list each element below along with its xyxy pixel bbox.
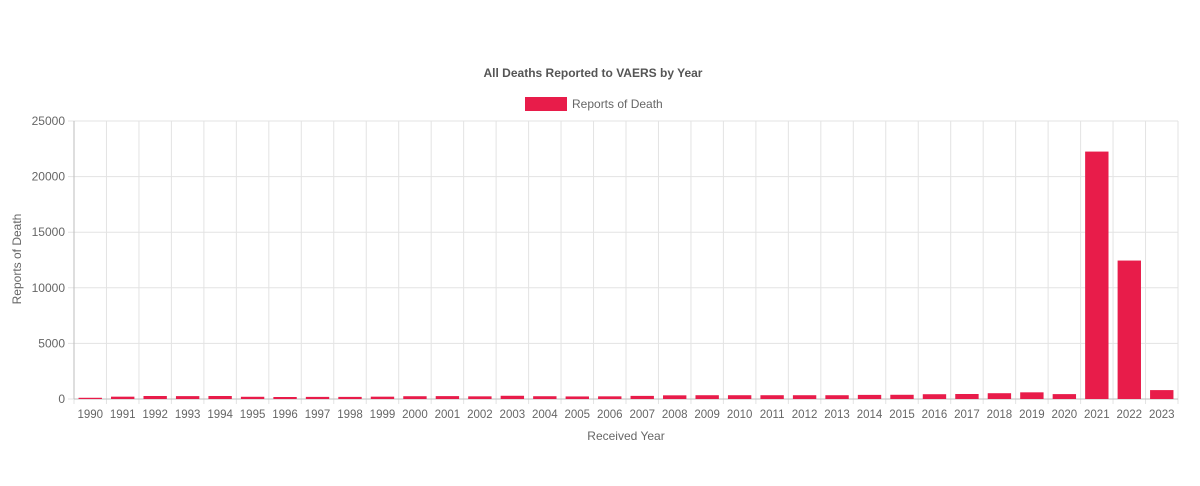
bar-1998[interactable] (338, 396, 362, 399)
bar-1991[interactable] (111, 396, 135, 399)
x-tick-label: 1995 (240, 409, 266, 421)
bar-2002[interactable] (468, 396, 492, 399)
x-tick-label: 2010 (727, 409, 753, 421)
bar-2010[interactable] (727, 395, 752, 399)
x-tick-label: 2004 (532, 409, 558, 421)
grid (68, 120, 1179, 404)
bar-2008[interactable] (663, 395, 687, 399)
x-tick-label: 1998 (337, 409, 363, 421)
x-tick-label: 2018 (987, 409, 1013, 421)
x-tick-label: 1994 (207, 409, 233, 421)
x-tick-label: 2020 (1052, 409, 1078, 421)
y-tick-label: 15000 (32, 225, 66, 239)
x-tick-label: 1999 (370, 409, 396, 421)
bar-1996[interactable] (273, 396, 297, 399)
x-tick-label: 1990 (77, 409, 103, 421)
y-tick-label: 10000 (32, 281, 66, 295)
x-tick-label: 2003 (500, 409, 526, 421)
bar-2019[interactable] (1020, 392, 1044, 399)
x-tick-label: 2001 (435, 409, 461, 421)
x-tick-label: 2005 (564, 409, 590, 421)
y-axis-title: Reports of Death (10, 214, 24, 305)
bar-2013[interactable] (825, 395, 849, 399)
bar-2003[interactable] (500, 395, 525, 399)
x-tick-label: 2007 (629, 409, 655, 421)
x-tick-label: 2023 (1149, 409, 1175, 421)
bar-1997[interactable] (305, 396, 330, 399)
bar-2020[interactable] (1052, 394, 1077, 399)
bar-2005[interactable] (565, 396, 589, 399)
bar-1995[interactable] (240, 396, 265, 399)
bar-2006[interactable] (598, 396, 622, 399)
bar-2001[interactable] (435, 396, 460, 399)
bars (78, 151, 1174, 399)
y-tick-label: 25000 (32, 114, 66, 128)
bar-2015[interactable] (890, 394, 914, 399)
bar-2021[interactable] (1085, 151, 1109, 399)
x-tick-label: 2008 (662, 409, 688, 421)
x-tick-label: 2012 (792, 409, 818, 421)
x-tick-label: 2011 (760, 409, 785, 421)
x-tick-label: 2019 (1019, 409, 1045, 421)
legend-label: Reports of Death (572, 97, 663, 111)
bar-2011[interactable] (760, 395, 784, 399)
bar-2009[interactable] (695, 395, 719, 399)
bar-2004[interactable] (533, 396, 557, 399)
bar-2018[interactable] (987, 393, 1012, 399)
x-tick-label: 2014 (857, 409, 883, 421)
x-tick-label: 2002 (467, 409, 493, 421)
legend[interactable]: Reports of Death (525, 97, 663, 111)
x-tick-label: 2021 (1084, 409, 1110, 421)
y-tick-label: 20000 (32, 170, 66, 184)
x-tick-label: 2016 (922, 409, 948, 421)
bar-2022[interactable] (1117, 260, 1141, 399)
bar-1999[interactable] (370, 396, 395, 399)
x-axis-ticks: 1990 1991 1992 1993 1994 1995 1996 1997 1998 1999… (77, 409, 1174, 421)
x-tick-label: 1991 (110, 409, 136, 421)
bar-2014[interactable] (857, 394, 882, 399)
x-tick-label: 1996 (272, 409, 298, 421)
x-tick-label: 2015 (889, 409, 915, 421)
bar-2012[interactable] (792, 395, 817, 399)
y-axis-ticks: 0 5000 10000 15000 20000 25000 (32, 114, 66, 406)
x-tick-label: 1993 (175, 409, 201, 421)
bar-1990[interactable] (78, 397, 102, 399)
x-tick-label: 1992 (142, 409, 168, 421)
bar-2000[interactable] (403, 396, 427, 399)
bar-2023[interactable] (1150, 390, 1174, 399)
x-axis-title: Received Year (587, 429, 664, 443)
x-tick-label: 2009 (694, 409, 720, 421)
bar-2017[interactable] (955, 393, 979, 399)
legend-swatch (525, 97, 567, 111)
bar-2016[interactable] (922, 394, 947, 399)
bar-1992[interactable] (143, 395, 167, 399)
y-tick-label: 5000 (38, 336, 65, 350)
bar-2007[interactable] (630, 395, 654, 399)
x-tick-label: 2013 (824, 409, 850, 421)
chart-title: All Deaths Reported to VAERS by Year (484, 66, 703, 80)
x-tick-label: 2022 (1116, 409, 1142, 421)
bar-1994[interactable] (208, 395, 232, 399)
x-tick-label: 2006 (597, 409, 623, 421)
x-tick-label: 2000 (402, 409, 428, 421)
bar-1993[interactable] (175, 396, 200, 399)
x-tick-label: 2017 (954, 409, 980, 421)
x-tick-label: 1997 (305, 409, 331, 421)
y-tick-label: 0 (58, 392, 65, 406)
